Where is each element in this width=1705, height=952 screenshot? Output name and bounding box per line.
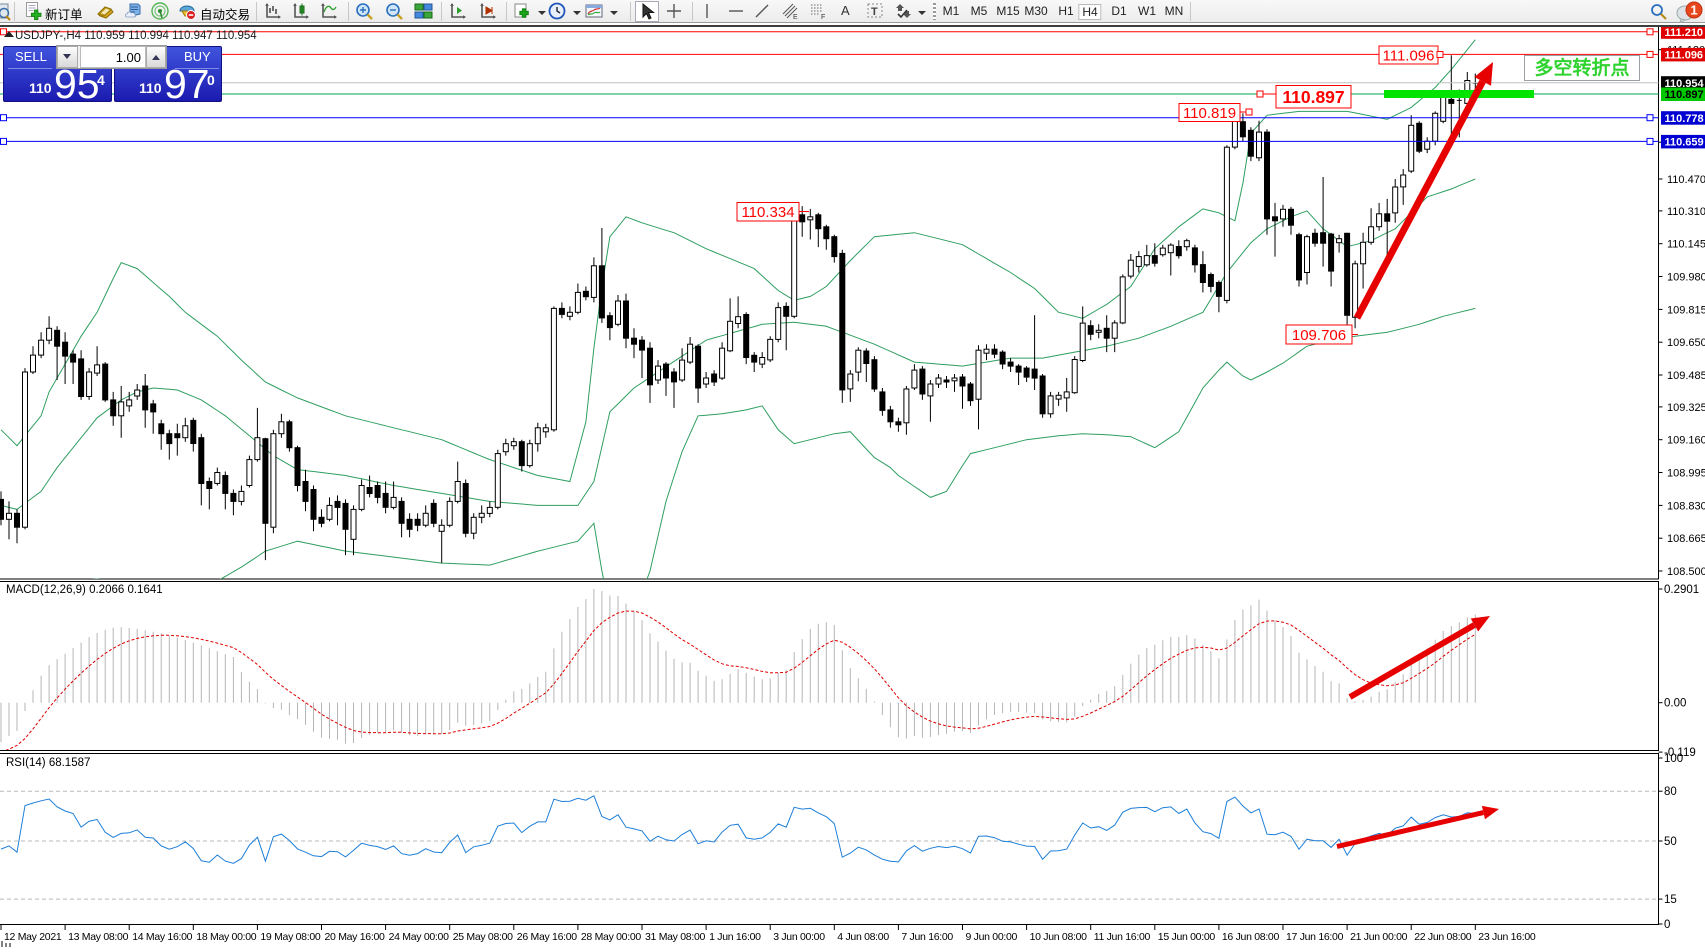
svg-text:26 May 16:00: 26 May 16:00 bbox=[517, 931, 577, 943]
svg-text:7 Jun 16:00: 7 Jun 16:00 bbox=[901, 931, 953, 943]
svg-text:14 May 16:00: 14 May 16:00 bbox=[132, 931, 192, 943]
svg-text:0.2901: 0.2901 bbox=[1664, 584, 1699, 596]
svg-text:110.470: 110.470 bbox=[1667, 174, 1705, 186]
svg-text:110.334: 110.334 bbox=[741, 204, 794, 221]
svg-text:17 Jun 16:00: 17 Jun 16:00 bbox=[1286, 931, 1344, 943]
svg-text:109.650: 109.650 bbox=[1667, 337, 1705, 349]
svg-text:108.500: 108.500 bbox=[1667, 566, 1705, 578]
svg-text:19 May 08:00: 19 May 08:00 bbox=[260, 931, 320, 943]
svg-text:111.096: 111.096 bbox=[1665, 50, 1704, 62]
svg-text:25 May 08:00: 25 May 08:00 bbox=[453, 931, 513, 943]
svg-text:109.325: 109.325 bbox=[1667, 402, 1705, 414]
svg-text:109.160: 109.160 bbox=[1667, 435, 1705, 447]
svg-text:100: 100 bbox=[1664, 753, 1683, 765]
svg-text:-0.119: -0.119 bbox=[1664, 747, 1696, 759]
svg-text:1 Jun 16:00: 1 Jun 16:00 bbox=[709, 931, 761, 943]
svg-text:108.995: 108.995 bbox=[1667, 468, 1705, 480]
svg-text:24 May 00:00: 24 May 00:00 bbox=[389, 931, 449, 943]
svg-text:T: T bbox=[871, 6, 878, 18]
svg-text:18 May 00:00: 18 May 00:00 bbox=[196, 931, 256, 943]
svg-text:MACD(12,26,9) 0.2066 0.1641: MACD(12,26,9) 0.2066 0.1641 bbox=[6, 584, 163, 596]
svg-text:21 Jun 00:00: 21 Jun 00:00 bbox=[1350, 931, 1408, 943]
svg-text:110.145: 110.145 bbox=[1667, 239, 1705, 251]
svg-text:109.485: 109.485 bbox=[1667, 370, 1705, 382]
svg-text:110.778: 110.778 bbox=[1665, 113, 1704, 125]
svg-text:USDJPY-,H4 110.959 110.994 11: USDJPY-,H4 110.959 110.994 110.947 110.9… bbox=[15, 30, 257, 42]
svg-text:50: 50 bbox=[1664, 836, 1677, 848]
svg-text:15 Jun 00:00: 15 Jun 00:00 bbox=[1158, 931, 1216, 943]
svg-text:11 Jun 16:00: 11 Jun 16:00 bbox=[1094, 931, 1151, 943]
svg-text:15: 15 bbox=[1664, 894, 1677, 906]
svg-text:0: 0 bbox=[1664, 919, 1670, 931]
svg-text:13 May 08:00: 13 May 08:00 bbox=[68, 931, 128, 943]
svg-text:110.310: 110.310 bbox=[1667, 206, 1705, 218]
svg-text:E: E bbox=[793, 14, 798, 21]
svg-text:28 May 00:00: 28 May 00:00 bbox=[581, 931, 641, 943]
svg-text:111.096: 111.096 bbox=[1383, 47, 1435, 64]
svg-text:110.819: 110.819 bbox=[1183, 105, 1236, 122]
svg-text:31 May 08:00: 31 May 08:00 bbox=[645, 931, 705, 943]
svg-text:4 Jun 08:00: 4 Jun 08:00 bbox=[837, 931, 889, 943]
svg-text:RSI(14) 68.1587: RSI(14) 68.1587 bbox=[6, 757, 90, 769]
svg-text:109.980: 109.980 bbox=[1667, 272, 1705, 284]
svg-text:1: 1 bbox=[1690, 3, 1697, 18]
svg-text:108.830: 108.830 bbox=[1667, 500, 1705, 512]
svg-text:108.665: 108.665 bbox=[1667, 533, 1705, 545]
svg-text:9 Jun 00:00: 9 Jun 00:00 bbox=[966, 931, 1018, 943]
svg-text:110.897: 110.897 bbox=[1665, 89, 1704, 101]
svg-text:109.815: 109.815 bbox=[1667, 304, 1705, 316]
svg-text:80: 80 bbox=[1664, 786, 1677, 798]
svg-text:20 May 16:00: 20 May 16:00 bbox=[325, 931, 385, 943]
svg-text:3 Jun 00:00: 3 Jun 00:00 bbox=[773, 931, 825, 943]
svg-text:110.897: 110.897 bbox=[1282, 87, 1344, 107]
svg-text:109.706: 109.706 bbox=[1292, 327, 1346, 344]
svg-text:111.210: 111.210 bbox=[1665, 27, 1704, 39]
svg-text:12 May 2021: 12 May 2021 bbox=[4, 931, 62, 943]
svg-text:23 Jun 16:00: 23 Jun 16:00 bbox=[1478, 931, 1536, 943]
svg-text:110.954: 110.954 bbox=[1665, 78, 1705, 90]
svg-text:16 Jun 08:00: 16 Jun 08:00 bbox=[1222, 931, 1280, 943]
svg-text:F: F bbox=[821, 14, 825, 21]
svg-text:110.659: 110.659 bbox=[1665, 137, 1704, 149]
svg-text:22 Jun 08:00: 22 Jun 08:00 bbox=[1414, 931, 1472, 943]
svg-text:多空转折点: 多空转折点 bbox=[1534, 56, 1629, 79]
svg-text:10 Jun 08:00: 10 Jun 08:00 bbox=[1030, 931, 1088, 943]
svg-text:0.00: 0.00 bbox=[1664, 698, 1686, 710]
